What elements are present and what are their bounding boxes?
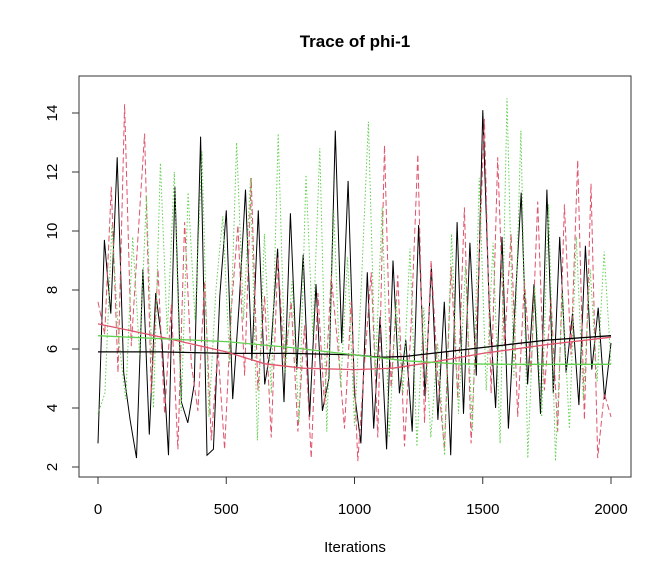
x-tick-label: 0 [94, 501, 102, 518]
chart-title: Trace of phi-1 [300, 32, 411, 51]
y-tick-label: 2 [44, 463, 61, 471]
trace-line-chain-2 [97, 104, 612, 462]
y-tick-label: 12 [44, 164, 61, 181]
x-tick-label: 500 [214, 501, 239, 518]
trace-line-chain-3 [97, 98, 612, 462]
x-tick-label: 1500 [466, 501, 499, 518]
series-layer [97, 98, 612, 462]
y-tick-label: 6 [44, 345, 61, 353]
x-axis-label: Iterations [324, 539, 386, 556]
x-tick-label: 1000 [338, 501, 371, 518]
y-tick-label: 4 [44, 404, 61, 412]
y-tick-label: 10 [44, 223, 61, 240]
y-tick-label: 14 [44, 105, 61, 122]
x-axis: 0 500 1000 1500 2000 [94, 476, 628, 518]
plot-frame [78, 75, 632, 478]
y-tick-label: 8 [44, 286, 61, 294]
smooth-line-chain-2 [97, 323, 612, 371]
smooth-line-chain-3 [97, 335, 611, 365]
x-tick-label: 2000 [594, 501, 627, 518]
y-axis: 2 4 6 8 10 12 14 [44, 105, 80, 471]
